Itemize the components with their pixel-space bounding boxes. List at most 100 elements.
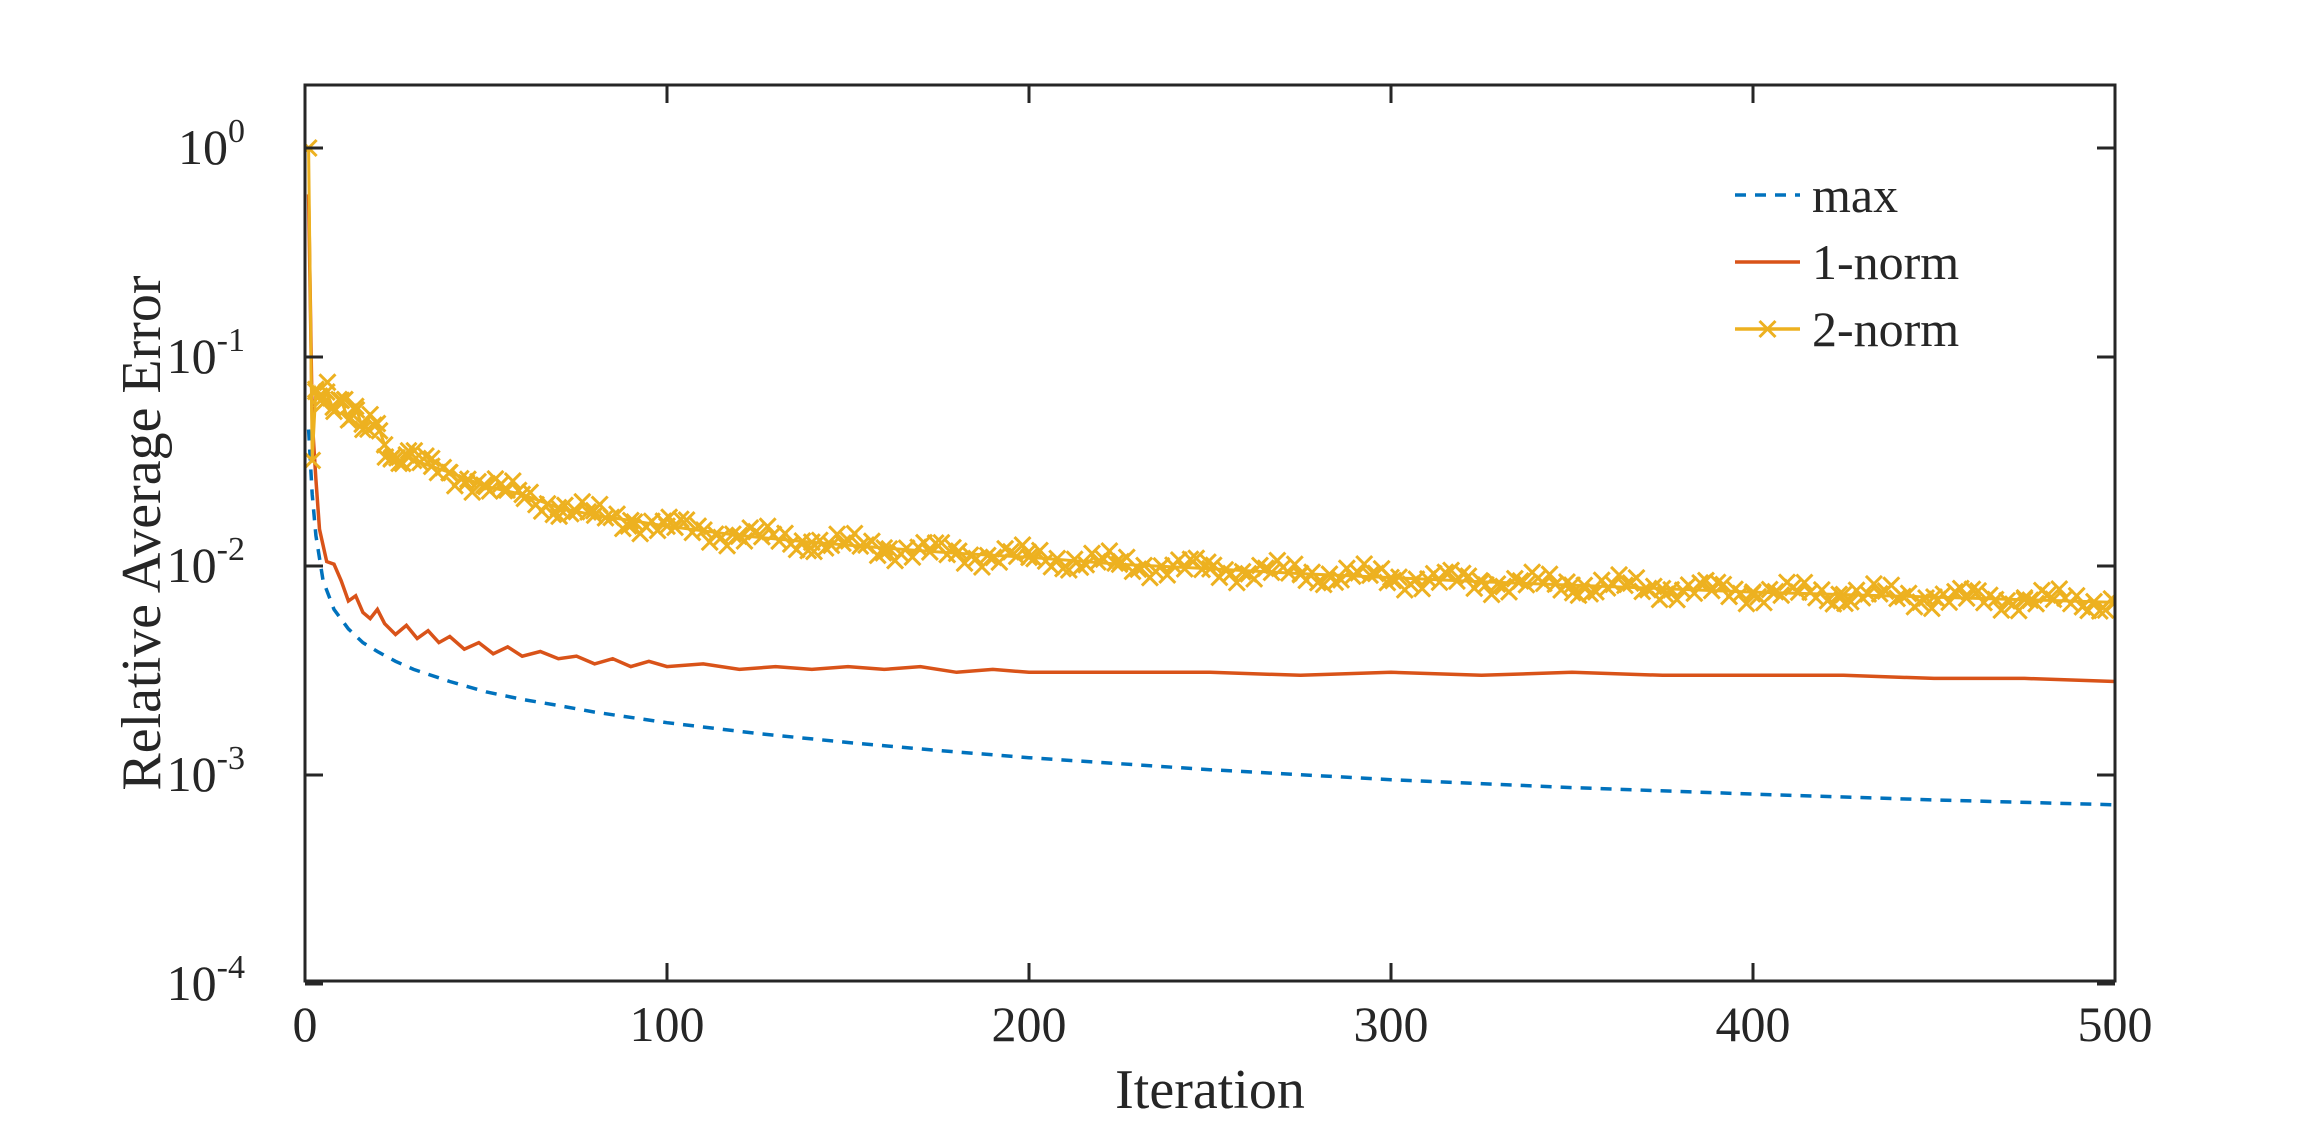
marker-227 <box>1360 566 1380 585</box>
series-group <box>305 138 2115 807</box>
marker-324 <box>1922 599 1941 618</box>
marker-161 <box>978 546 997 565</box>
marker-56 <box>370 421 389 440</box>
marker-46 <box>312 390 331 409</box>
legend-label-0: max <box>1812 167 1898 223</box>
marker-186 <box>1123 562 1142 581</box>
x-tick-label-3: 300 <box>1354 996 1429 1052</box>
marker-354 <box>2096 600 2115 620</box>
marker-72 <box>463 483 482 502</box>
marker-112 <box>694 520 713 540</box>
marker-9 <box>346 397 365 416</box>
marker-148 <box>903 547 922 567</box>
series-layer <box>305 138 2115 807</box>
marker-197 <box>1187 549 1206 568</box>
marker-100 <box>625 512 644 532</box>
marker-192 <box>1158 565 1177 584</box>
marker-174 <box>1053 559 1073 578</box>
marker-142 <box>868 546 887 565</box>
marker-308 <box>1830 585 1849 604</box>
legend-label-1: 1-norm <box>1812 234 1959 290</box>
marker-305 <box>1812 580 1831 599</box>
marker-214 <box>1285 555 1304 574</box>
marker-280 <box>1667 590 1687 609</box>
marker-352 <box>2084 592 2104 611</box>
marker-310 <box>1841 592 1860 611</box>
legend: max 1-norm 2-norm <box>1735 167 1959 357</box>
marker-75 <box>480 481 499 501</box>
marker-271 <box>1615 576 1634 595</box>
marker-64 <box>416 447 435 466</box>
marker-4 <box>314 394 333 413</box>
x-tick-label-4: 400 <box>1716 996 1791 1052</box>
marker-135 <box>828 525 847 544</box>
marker-107 <box>665 518 685 537</box>
marker-318 <box>1888 589 1907 608</box>
marker-222 <box>1331 570 1351 589</box>
marker-264 <box>1575 576 1594 595</box>
marker-240 <box>1436 563 1455 582</box>
marker-252 <box>1505 569 1524 588</box>
plot-frame <box>303 83 2117 983</box>
marker-82 <box>521 483 540 502</box>
marker-296 <box>1760 580 1779 599</box>
marker-115 <box>712 528 731 547</box>
marker-52 <box>347 400 366 419</box>
marker-355 <box>2102 589 2115 608</box>
marker-262 <box>1563 583 1582 602</box>
marker-86 <box>544 505 563 524</box>
marker-200 <box>1204 556 1223 575</box>
marker-131 <box>804 542 824 561</box>
marker-232 <box>1389 568 1409 587</box>
marker-123 <box>758 517 777 536</box>
marker-144 <box>880 539 899 559</box>
marker-221 <box>1326 573 1345 592</box>
marker-183 <box>1106 553 1125 573</box>
marker-68 <box>440 463 459 482</box>
y-tick-label-1: 10-1 <box>167 322 245 384</box>
marker-220 <box>1320 565 1339 584</box>
y-tick-label-3: 10-3 <box>167 740 245 802</box>
marker-276 <box>1644 577 1663 596</box>
marker-346 <box>2050 580 2069 599</box>
marker-244 <box>1459 567 1478 586</box>
marker-188 <box>1135 556 1154 575</box>
x-tick-label-5: 500 <box>2078 996 2153 1052</box>
marker-151 <box>920 542 939 561</box>
marker-286 <box>1702 581 1721 600</box>
marker-88 <box>555 496 574 515</box>
x-axis-label: Iteration <box>1115 1059 1305 1121</box>
x-tick-label-1: 100 <box>630 996 705 1052</box>
marker-95 <box>596 508 615 527</box>
legend-label-2: 2-norm <box>1812 301 1959 357</box>
marker-153 <box>932 533 951 552</box>
marker-98 <box>613 519 632 538</box>
marker-302 <box>1795 573 1814 592</box>
marker-284 <box>1691 573 1710 593</box>
marker-208 <box>1250 556 1270 575</box>
marker-349 <box>2067 586 2086 605</box>
marker-248 <box>1482 585 1501 604</box>
marker-330 <box>1957 588 1976 608</box>
marker-92 <box>579 502 598 521</box>
marker-210 <box>1262 563 1281 582</box>
marker-332 <box>1969 581 1988 600</box>
series-markers-2 <box>305 138 2115 621</box>
ticks-layer: 0 100 200 300 400 500 100 10-1 10-2 10-3 10-4 <box>167 85 2153 1052</box>
marker-170 <box>1030 541 1049 560</box>
marker-117 <box>723 525 742 544</box>
marker-1 <box>305 451 322 470</box>
marker-287 <box>1708 573 1727 592</box>
marker-91 <box>573 492 592 511</box>
marker-218 <box>1308 573 1327 592</box>
marker-179 <box>1082 544 1102 563</box>
marker-204 <box>1227 573 1246 592</box>
series-line-1-norm <box>306 194 2115 684</box>
marker-249 <box>1488 574 1507 594</box>
marker-292 <box>1737 594 1756 613</box>
marker-51 <box>341 409 360 428</box>
marker-314 <box>1864 574 1883 594</box>
x-tick-label-2: 200 <box>992 996 1067 1052</box>
marker-181 <box>1094 549 1113 569</box>
